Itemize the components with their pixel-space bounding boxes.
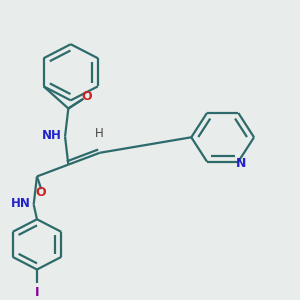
Text: I: I xyxy=(35,286,39,299)
Text: HN: HN xyxy=(11,196,30,209)
Text: O: O xyxy=(81,90,92,103)
Text: O: O xyxy=(35,186,46,199)
Text: H: H xyxy=(95,127,104,140)
Text: NH: NH xyxy=(42,129,62,142)
Text: N: N xyxy=(236,158,246,170)
